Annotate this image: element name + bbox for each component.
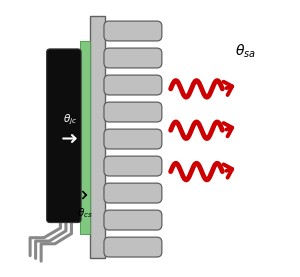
Text: $\theta_{sa}$: $\theta_{sa}$ xyxy=(235,43,256,60)
Text: $\theta_{jc}$: $\theta_{jc}$ xyxy=(63,113,77,127)
FancyBboxPatch shape xyxy=(104,21,162,41)
Text: $\theta_{cs}$: $\theta_{cs}$ xyxy=(77,206,93,220)
FancyBboxPatch shape xyxy=(104,102,162,122)
Bar xyxy=(90,16,105,258)
FancyBboxPatch shape xyxy=(104,237,162,257)
FancyBboxPatch shape xyxy=(104,156,162,176)
FancyBboxPatch shape xyxy=(104,48,162,68)
FancyBboxPatch shape xyxy=(46,49,81,222)
FancyBboxPatch shape xyxy=(104,210,162,230)
FancyBboxPatch shape xyxy=(104,75,162,95)
FancyBboxPatch shape xyxy=(104,129,162,149)
FancyBboxPatch shape xyxy=(104,183,162,203)
Bar xyxy=(80,41,90,234)
